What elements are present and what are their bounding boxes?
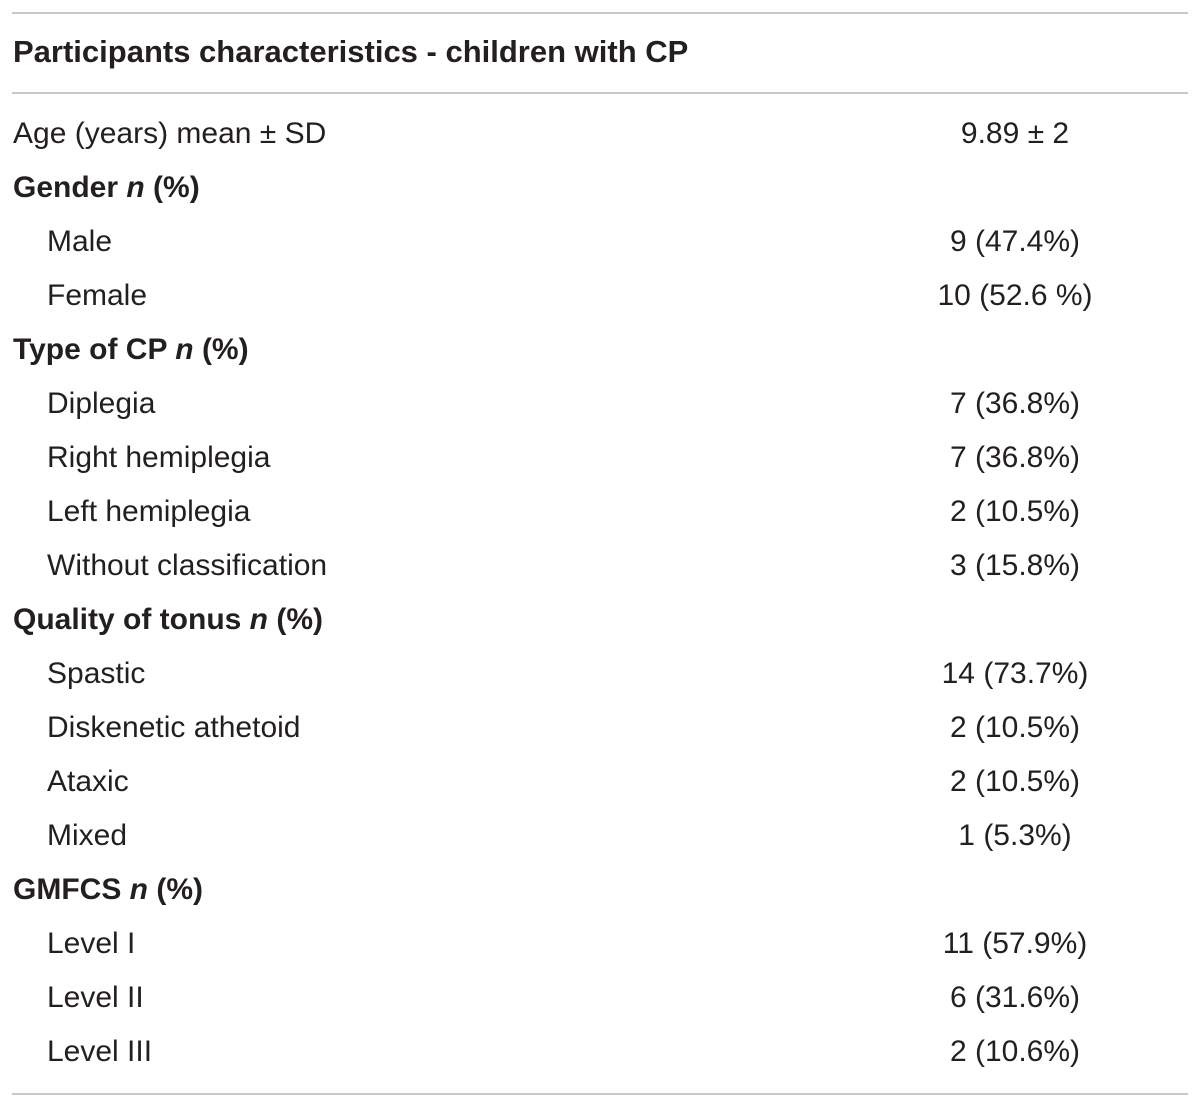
section-header-suffix: (%) — [201, 333, 249, 366]
section-header-row: Quality of tonus n (%) — [0, 593, 1200, 647]
section-header-row: Type of CP n (%) — [0, 323, 1200, 377]
row-value: 9 (47.4%) — [949, 225, 1081, 258]
section-header-text: Type of CP — [13, 333, 167, 366]
section-header-suffix: (%) — [276, 603, 323, 636]
table-row: Without classification 3 (15.8%) — [0, 539, 1200, 593]
section-header-suffix: (%) — [153, 171, 200, 204]
table-row: Female 10 (52.6 %) — [0, 269, 1200, 323]
row-label: Male — [47, 225, 113, 258]
row-label: Right hemiplegia — [47, 441, 271, 474]
row-label: Ataxic — [47, 765, 129, 798]
row-label: Diplegia — [47, 387, 156, 420]
table-top-rule — [12, 12, 1188, 14]
section-header-row: GMFCS n (%) — [0, 863, 1200, 917]
table-row: Level I 11 (57.9%) — [0, 917, 1200, 971]
section-header-label: Type of CP n (%) — [13, 331, 249, 369]
section-header-n: n — [175, 333, 194, 366]
table-title: Participants characteristics - children … — [13, 34, 689, 69]
row-label: Without classification — [47, 549, 328, 582]
row-value: 2 (10.6%) — [949, 1035, 1081, 1068]
table-header-rule — [12, 92, 1188, 94]
row-label: Level II — [47, 981, 144, 1014]
table-row: Right hemiplegia 7 (36.8%) — [0, 431, 1200, 485]
row-value: 2 (10.5%) — [949, 765, 1081, 798]
row-label: Level I — [47, 927, 136, 960]
row-label: Level III — [47, 1035, 153, 1068]
row-label: Diskenetic athetoid — [47, 711, 301, 744]
section-header-suffix: (%) — [156, 873, 203, 906]
section-header-label: Gender n (%) — [13, 169, 200, 207]
row-value: 10 (52.6 %) — [937, 279, 1093, 312]
table-row: Ataxic 2 (10.5%) — [0, 755, 1200, 809]
section-header-text: Gender — [13, 171, 119, 204]
table-bottom-rule — [12, 1093, 1188, 1095]
table-row: Level II 6 (31.6%) — [0, 971, 1200, 1025]
row-label: Spastic — [47, 657, 146, 690]
row-value: 7 (36.8%) — [949, 441, 1081, 474]
section-header-label: Quality of tonus n (%) — [13, 601, 323, 639]
section-header-text: Quality of tonus — [13, 603, 242, 636]
row-value: 3 (15.8%) — [949, 549, 1081, 582]
table-row: Male 9 (47.4%) — [0, 215, 1200, 269]
table-row: Diskenetic athetoid 2 (10.5%) — [0, 701, 1200, 755]
table-row: Mixed 1 (5.3%) — [0, 809, 1200, 863]
row-value: 7 (36.8%) — [949, 387, 1081, 420]
row-value: 2 (10.5%) — [949, 711, 1081, 744]
section-header-n: n — [249, 603, 268, 636]
section-header-label: GMFCS n (%) — [13, 871, 203, 909]
row-label: Age (years) mean ± SD — [13, 117, 327, 150]
section-header-n: n — [126, 171, 145, 204]
row-value: 11 (57.9%) — [942, 927, 1088, 960]
table-row: Age (years) mean ± SD 9.89 ± 2 — [0, 107, 1200, 161]
row-value: 2 (10.5%) — [949, 495, 1081, 528]
table-row: Diplegia 7 (36.8%) — [0, 377, 1200, 431]
table-row: Level III 2 (10.6%) — [0, 1025, 1200, 1079]
section-header-text: GMFCS — [13, 873, 122, 906]
row-label: Left hemiplegia — [47, 495, 251, 528]
row-value: 9.89 ± 2 — [960, 117, 1070, 150]
row-label: Mixed — [47, 819, 128, 852]
table-body: Age (years) mean ± SD 9.89 ± 2 Gender n … — [0, 107, 1200, 1079]
table-row: Spastic 14 (73.7%) — [0, 647, 1200, 701]
row-value: 1 (5.3%) — [958, 819, 1072, 852]
table-row: Left hemiplegia 2 (10.5%) — [0, 485, 1200, 539]
section-header-n: n — [129, 873, 148, 906]
section-header-row: Gender n (%) — [0, 161, 1200, 215]
row-value: 6 (31.6%) — [949, 981, 1081, 1014]
row-value: 14 (73.7%) — [941, 657, 1089, 690]
row-label: Female — [47, 279, 148, 312]
